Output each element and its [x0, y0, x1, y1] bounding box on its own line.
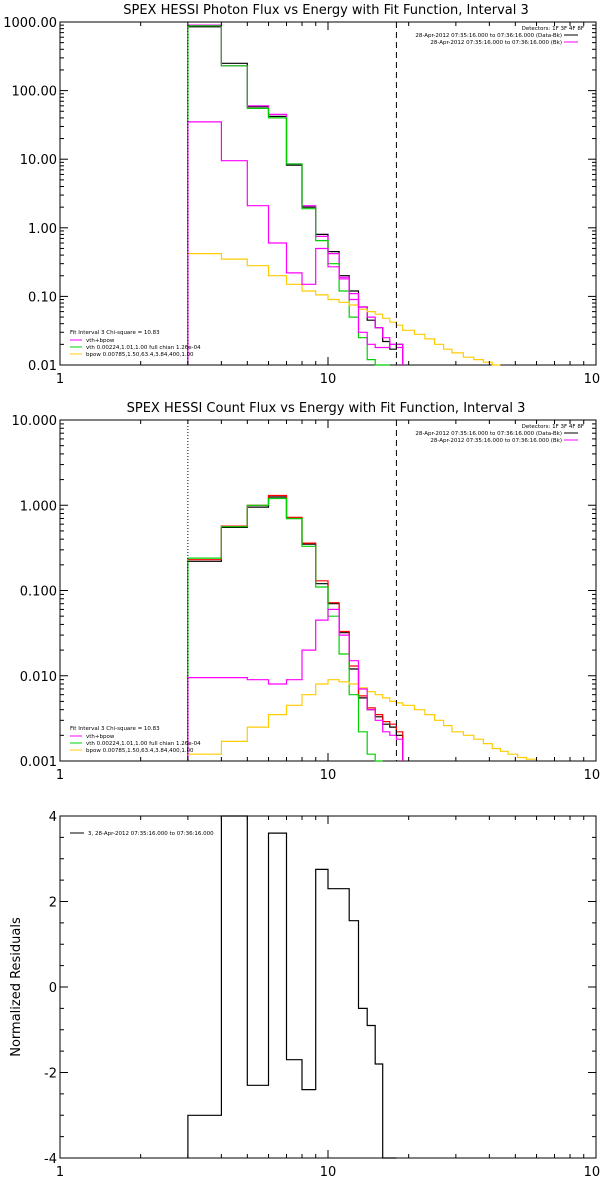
series-data	[188, 27, 403, 365]
photon-legend-vth: vth 0.00224,1.01,1.00 full chian 1.26e-0…	[86, 345, 201, 351]
y-tick-label: 1000.00	[3, 16, 57, 31]
photon-plot-frame	[60, 22, 596, 365]
y-tick-label: 4	[49, 810, 57, 825]
count-legend-bpow: bpow 0.00785,1.50,63.4,3.84,400,1.00	[86, 748, 194, 754]
series-bpow-mag-	[188, 609, 403, 761]
series-bpow	[188, 254, 501, 365]
photon-range-markers	[188, 22, 397, 365]
count-legend-detectors: Detectors: 1F 3F 4F 8F	[522, 424, 584, 430]
residuals-legend: 3, 28-Apr-2012 07:35:16.000 to 07:36:16.…	[70, 831, 214, 837]
count-legend-fit: Fit Interval 3 Chi-square = 10.83	[70, 726, 160, 732]
count-legend-vth: vth 0.00224,1.01,1.00 full chian 1.26e-0…	[86, 741, 201, 747]
count-legend-vthbpow: vth+bpow	[86, 734, 115, 740]
y-tick-label: 0.010	[20, 670, 57, 685]
count-legend-bk: 28-Apr-2012 07:35:16.000 to 07:36:16.000…	[430, 438, 562, 444]
y-tick-label: 10.000	[12, 414, 58, 429]
y-tick-label: 1.00	[28, 222, 57, 237]
photon-legend-bpow: bpow 0.00785,1.50,63.4,3.84,400,1.00	[86, 352, 194, 358]
x-tick-label: 10	[320, 1165, 337, 1180]
photon-legend-data-bk: 28-Apr-2012 07:35:16.000 to 07:36:16.000…	[415, 33, 562, 39]
residuals-legend-label: 3, 28-Apr-2012 07:35:16.000 to 07:36:16.…	[88, 831, 214, 837]
y-tick-label: 0.001	[20, 755, 57, 770]
x-tick-label: 1	[56, 768, 64, 783]
photon-flux-panel: SPEX HESSI Photon Flux vs Energy with Fi…	[3, 3, 600, 387]
series-vth-bpow	[188, 496, 403, 762]
x-tick-label: 10	[320, 768, 337, 783]
series-vth	[188, 499, 383, 762]
y-tick-label: 10.00	[20, 153, 57, 168]
count-range-markers	[188, 420, 397, 761]
count-legend-data-bk: 28-Apr-2012 07:35:16.000 to 07:36:16.000…	[415, 431, 562, 437]
count-legend-top: Detectors: 1F 3F 4F 8F 28-Apr-2012 07:35…	[415, 424, 584, 444]
residuals-series-group	[188, 816, 397, 1158]
series-data	[188, 497, 403, 761]
residuals-plot-frame	[60, 816, 596, 1158]
y-tick-label: 0	[49, 981, 57, 996]
series-3-28-apr-2012-07-35-16-000-to-07-36-16-000	[188, 816, 397, 1158]
count-series-group	[188, 496, 537, 762]
photon-series-group	[188, 25, 501, 365]
y-tick-label: 0.01	[28, 359, 57, 374]
series-vth-bpow	[188, 25, 403, 365]
y-tick-label: 100.00	[12, 85, 58, 100]
count-panel-title: SPEX HESSI Count Flux vs Energy with Fit…	[127, 401, 526, 416]
y-tick-label: 0.10	[28, 290, 57, 305]
photon-legend-detectors: Detectors: 1F 3F 4F 8F	[522, 26, 584, 32]
photon-legend-vthbpow: vth+bpow	[86, 338, 115, 344]
series-vth	[188, 26, 390, 365]
series-bpow	[188, 680, 537, 761]
residuals-y-axis-label: Normalized Residuals	[9, 917, 24, 1057]
y-tick-label: 2	[49, 896, 57, 911]
photon-legend-fit: Fit Interval 3 Chi-square = 10.83	[70, 330, 160, 336]
y-tick-label: -4	[44, 1152, 57, 1167]
x-tick-label: 1	[56, 372, 64, 387]
x-tick-label: 1	[56, 1165, 64, 1180]
x-tick-label: 100	[584, 768, 600, 783]
y-tick-label: -2	[44, 1067, 57, 1082]
y-tick-label: 0.100	[20, 585, 57, 600]
photon-legend-top: Detectors: 1F 3F 4F 8F 28-Apr-2012 07:35…	[415, 26, 584, 46]
y-tick-label: 1.000	[20, 499, 57, 514]
photon-legend-bk: 28-Apr-2012 07:35:16.000 to 07:36:16.000…	[430, 40, 562, 46]
x-tick-label: 10	[320, 372, 337, 387]
count-legend-bottom: Fit Interval 3 Chi-square = 10.83 vth+bp…	[70, 726, 201, 754]
residuals-ticks: 1 10 100 -4 -2 0 2 4	[44, 810, 600, 1180]
count-flux-panel: SPEX HESSI Count Flux vs Energy with Fit…	[12, 401, 600, 783]
photon-panel-title: SPEX HESSI Photon Flux vs Energy with Fi…	[123, 3, 529, 18]
x-tick-label: 100	[584, 1165, 600, 1180]
x-tick-label: 100	[584, 372, 600, 387]
series-bpow-mag-	[188, 122, 403, 365]
photon-legend-bottom: Fit Interval 3 Chi-square = 10.83 vth+bp…	[70, 330, 201, 358]
residuals-panel: Normalized Residuals 1 10 100 -4 -2 0 2 4 3, 28…	[9, 810, 600, 1180]
